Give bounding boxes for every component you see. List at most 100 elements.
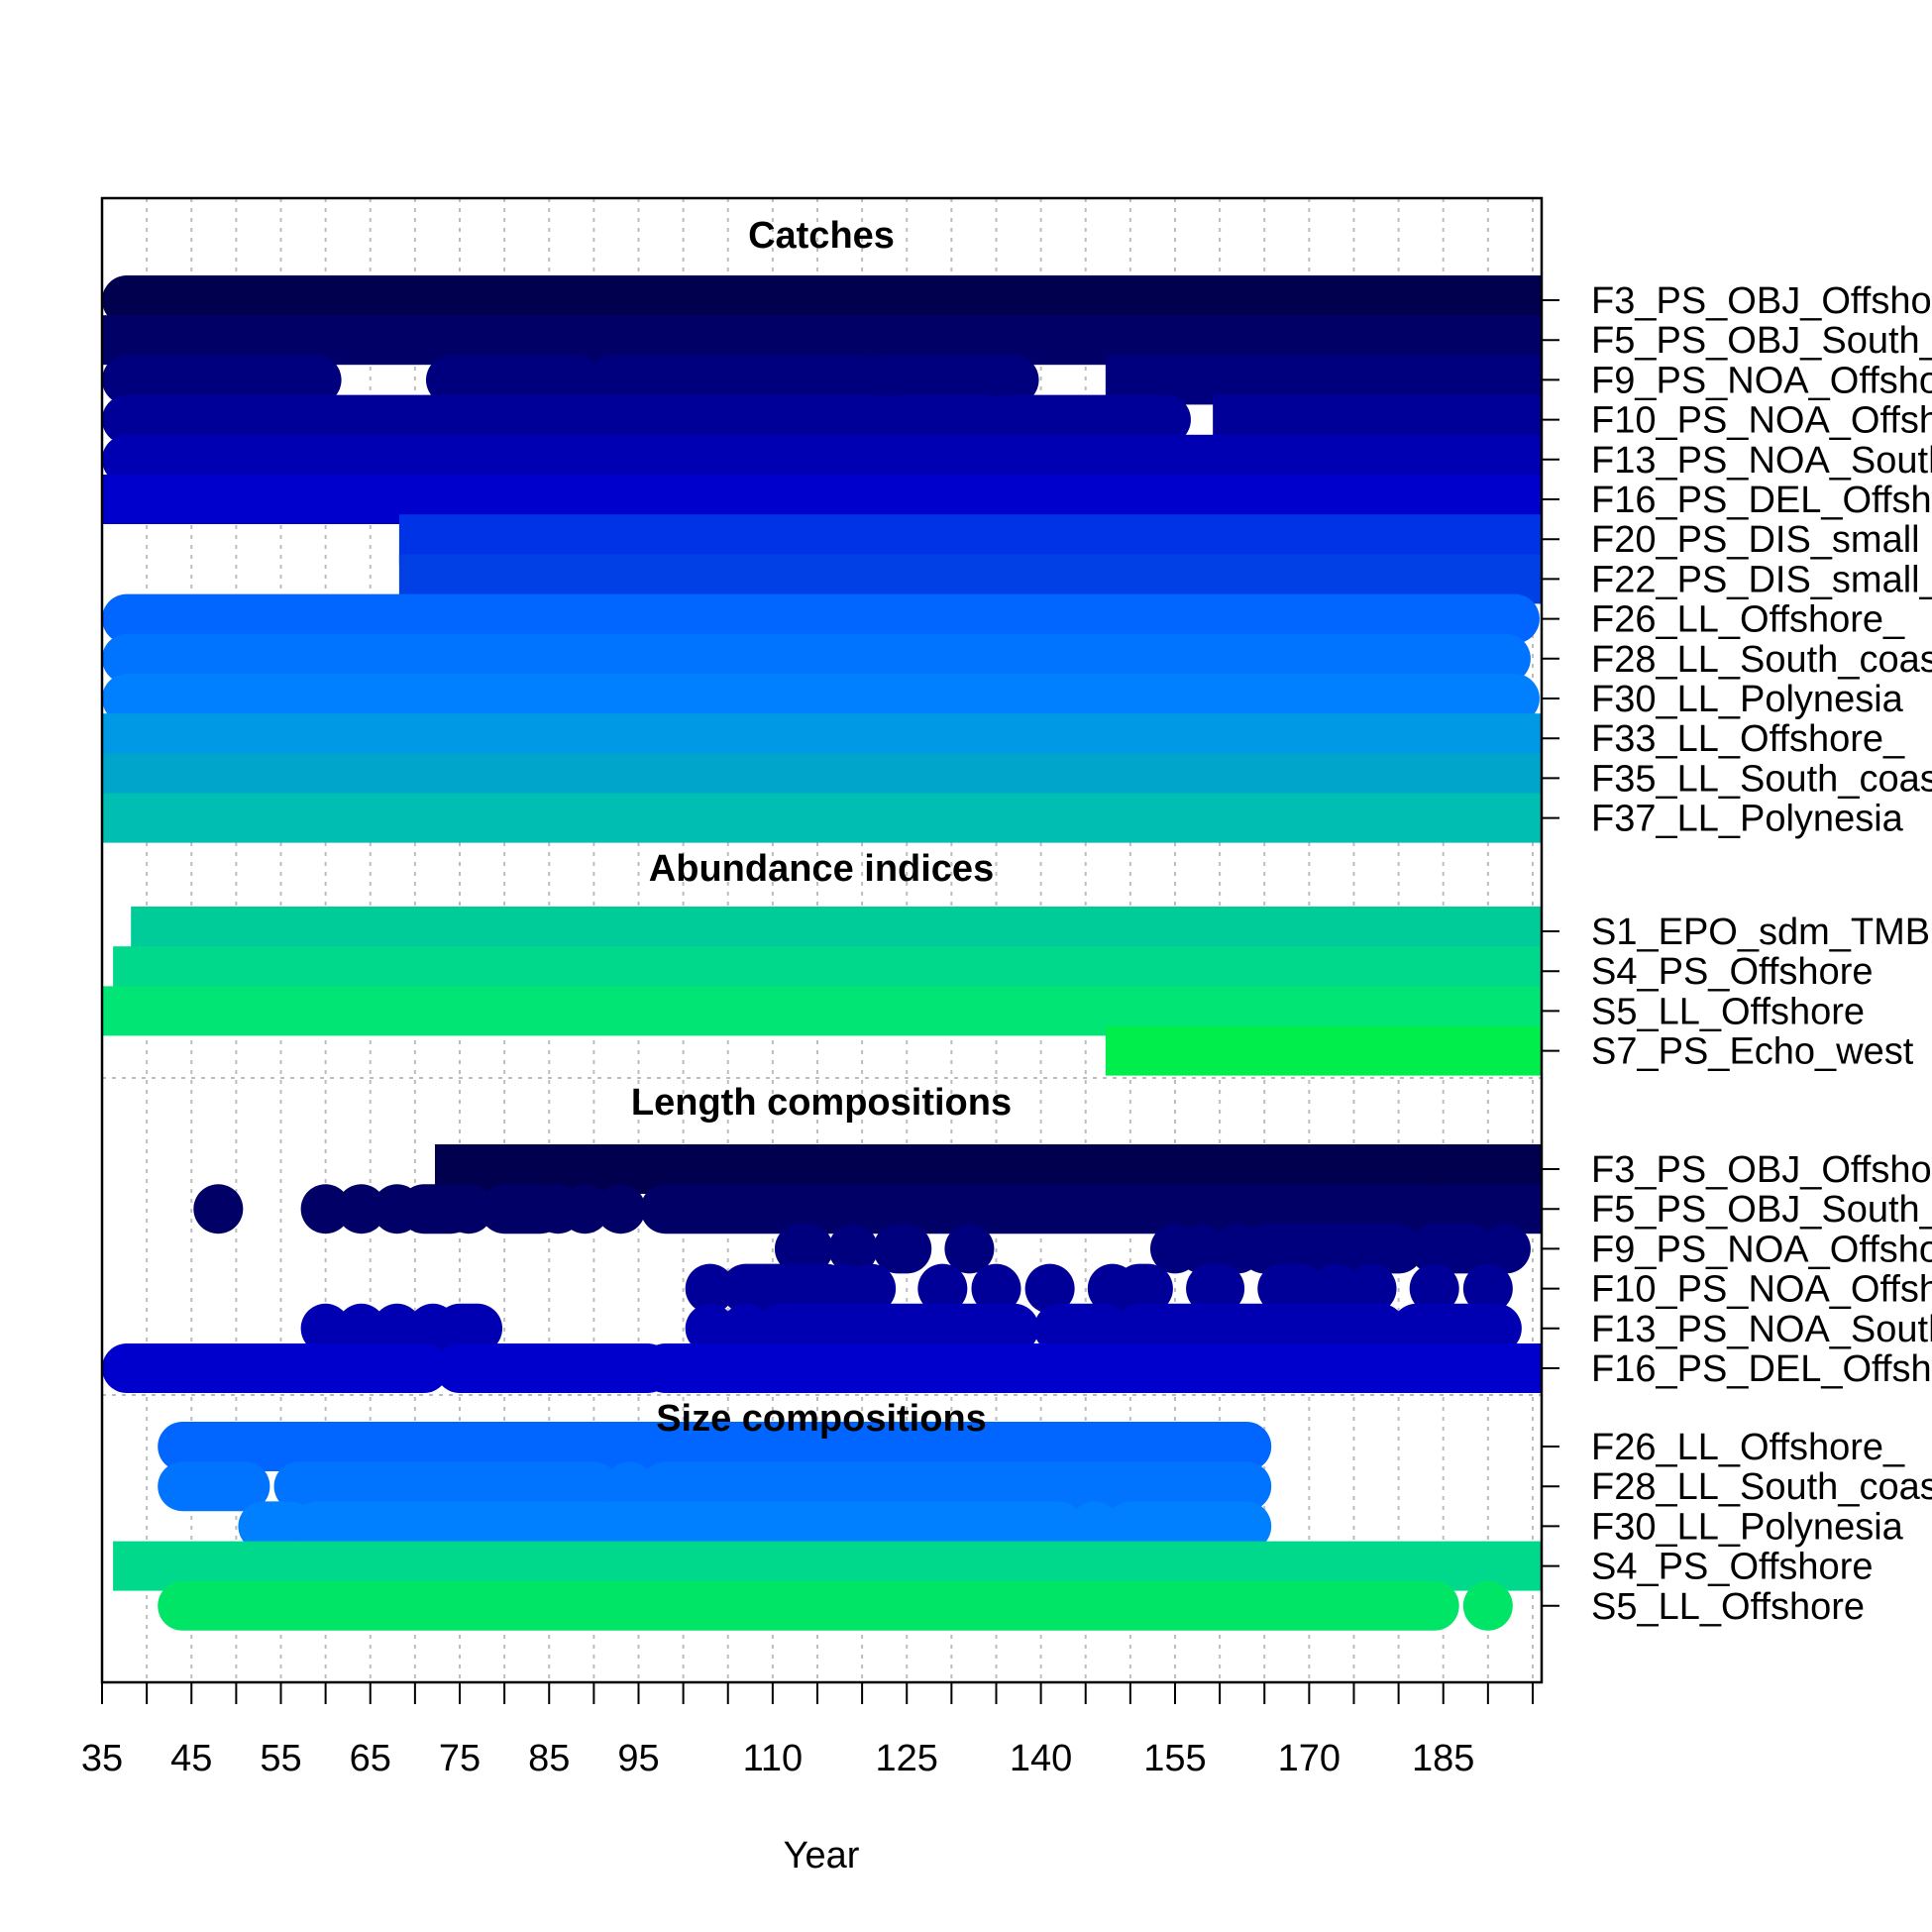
series-label: F3_PS_OBJ_Offshore [1591, 1149, 1932, 1191]
section-title: Catches [748, 215, 895, 257]
data-point-run [1024, 1263, 1075, 1314]
series-label: F28_LL_South_coast [1591, 639, 1932, 681]
series-label: F30_LL_Polynesia [1591, 679, 1904, 720]
series-row [158, 1580, 1513, 1631]
series-label: F35_LL_South_coast [1591, 758, 1932, 800]
data-point-run [291, 1501, 1084, 1552]
data-point-run [336, 1184, 386, 1234]
data-point-run [1069, 1501, 1120, 1552]
data-point-run [1462, 1263, 1513, 1314]
data-point-run [855, 355, 1039, 405]
data-point-run [685, 1263, 735, 1314]
x-tick-label: 185 [1412, 1738, 1474, 1779]
axis-layer: CatchesF3_PS_OBJ_OffshoreF5_PS_OBJ_South… [81, 196, 1932, 1779]
series-label: S4_PS_Offshore [1591, 951, 1873, 993]
data-point-run [434, 1303, 503, 1353]
series-label: F5_PS_OBJ_South_coast [1591, 320, 1932, 362]
data-point-run [917, 1263, 968, 1314]
data-point-run [1105, 1501, 1272, 1552]
data-point-run [1462, 1580, 1513, 1631]
x-tick-label: 45 [170, 1738, 212, 1779]
data-point-run [604, 1461, 655, 1512]
series-label: F13_PS_NOA_South_coast [1591, 1309, 1932, 1350]
data-point-run [560, 1184, 610, 1234]
section-title: Size compositions [656, 1398, 987, 1440]
data-point-run [158, 1461, 270, 1512]
series-label: F16_PS_DEL_Offshore [1591, 480, 1932, 521]
data-point-run [1186, 1263, 1245, 1314]
series-row [685, 1263, 1513, 1314]
data-point-run [102, 633, 1531, 684]
series-row [102, 1343, 1542, 1393]
series-label: S5_LL_Offshore [1591, 991, 1865, 1032]
data-point-run [102, 674, 1540, 723]
data-point-run [980, 394, 1191, 445]
x-tick-label: 65 [350, 1738, 391, 1779]
series-label: F33_LL_Offshore_ [1591, 718, 1905, 760]
x-tick-label: 170 [1278, 1738, 1341, 1779]
series-label: F3_PS_OBJ_Offshore [1591, 280, 1932, 322]
data-point-run [1480, 1224, 1531, 1274]
series-label: S5_LL_Offshore [1591, 1586, 1865, 1628]
series-row [193, 1184, 1542, 1234]
series-row [102, 793, 1542, 843]
data-point-run [193, 1184, 244, 1234]
series-label: F26_LL_Offshore_ [1591, 1427, 1905, 1468]
data-point-run [102, 434, 1137, 484]
data-point-run [587, 355, 888, 405]
section-title: Abundance indices [649, 848, 994, 890]
data-point-run [720, 1303, 771, 1353]
data-point-run [846, 1263, 897, 1314]
data-point-run [774, 1224, 833, 1274]
data-point-run [102, 793, 1542, 843]
series-label: F10_PS_NOA_Offshore_small [1591, 400, 1932, 442]
data-layer [102, 275, 1542, 1631]
x-tick-label: 75 [439, 1738, 481, 1779]
data-point-run [444, 1184, 494, 1234]
data-point-run [828, 1224, 879, 1274]
data-point-run [1033, 1303, 1128, 1353]
series-row [158, 1422, 1272, 1471]
data-point-run [720, 1263, 852, 1314]
data-point-run [1177, 1224, 1228, 1274]
x-tick-label: 110 [743, 1738, 804, 1779]
data-point-run [158, 1580, 1459, 1631]
series-label: F26_LL_Offshore_ [1591, 599, 1905, 641]
data-point-run [300, 1303, 351, 1353]
data-point-run [1257, 1263, 1326, 1314]
series-row [774, 1224, 1531, 1274]
series-label: F13_PS_NOA_South_coast [1591, 440, 1932, 482]
data-point-run [685, 1303, 735, 1353]
data-point-run [372, 1303, 422, 1353]
data-point-run [273, 1461, 619, 1512]
series-label: S4_PS_Offshore [1591, 1547, 1873, 1588]
series-label: F22_PS_DIS_small_south [1591, 559, 1932, 600]
series-row [102, 674, 1540, 723]
data-point-run [667, 1343, 1542, 1393]
data-point-run [336, 1303, 386, 1353]
series-label: F9_PS_NOA_Offshore [1591, 360, 1932, 401]
series-label: S7_PS_Echo_west [1591, 1031, 1914, 1073]
x-tick-label: 125 [876, 1738, 938, 1779]
data-point-run [971, 1263, 1021, 1314]
data-point-run [1346, 1263, 1397, 1314]
series-label: F5_PS_OBJ_South_coast [1591, 1189, 1932, 1231]
series-row [102, 593, 1540, 644]
data-point-run [595, 1184, 646, 1234]
series-row [300, 1303, 1522, 1353]
section-title: Length compositions [631, 1082, 1012, 1124]
data-point-run [102, 593, 1540, 644]
data-point-run [1391, 1303, 1522, 1353]
data-point-run [1311, 1263, 1361, 1314]
data-point-run [102, 355, 342, 405]
data-point-run [425, 355, 601, 405]
data-point-run [640, 1184, 1450, 1234]
data-point-run [1239, 1224, 1424, 1274]
data-point-run [102, 1343, 449, 1393]
data-point-run [1114, 1303, 1406, 1353]
series-label: F20_PS_DIS_small [1591, 519, 1920, 561]
series-label: S1_EPO_sdm_TMB [1591, 912, 1930, 953]
series-label: F16_PS_DEL_Offshore [1591, 1348, 1932, 1390]
data-point-run [873, 394, 1013, 445]
